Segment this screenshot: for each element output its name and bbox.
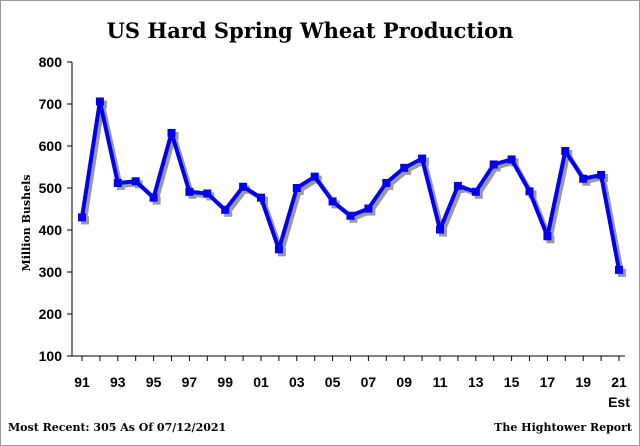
series-production: [78, 97, 623, 274]
data-point: [489, 160, 498, 169]
x-tick-label: 07: [361, 374, 377, 390]
data-point: [185, 187, 194, 196]
x-tick-label: 21: [611, 374, 627, 390]
data-point: [239, 182, 248, 191]
data-point: [78, 213, 86, 222]
data-point: [364, 204, 373, 213]
data-point: [400, 163, 409, 172]
y-axis-label: Million Bushels: [20, 175, 33, 272]
y-tick-label: 100: [39, 348, 63, 364]
series-shadow-line: [83, 102, 624, 274]
footer-most-recent: Most Recent: 305 As Of 07/12/2021: [8, 421, 226, 434]
data-point: [597, 170, 606, 179]
data-point: [436, 225, 444, 234]
data-point: [615, 265, 623, 274]
data-point: [167, 128, 176, 137]
data-point: [561, 147, 570, 156]
x-tick-label-est: Est: [608, 394, 630, 410]
x-tick-label: 17: [540, 374, 556, 390]
data-point: [257, 193, 265, 202]
footer-source: The Hightower Report: [494, 421, 633, 434]
y-tick-label: 600: [39, 138, 63, 154]
x-tick-label: 19: [575, 374, 591, 390]
data-point: [453, 181, 462, 190]
x-tick-label: 09: [396, 374, 412, 390]
y-tick-label: 300: [39, 264, 63, 280]
data-point: [274, 245, 283, 254]
y-tick-label: 500: [39, 180, 63, 196]
data-point: [471, 187, 480, 196]
x-tick-label: 11: [433, 374, 448, 390]
x-tick-label: 95: [146, 374, 162, 390]
x-tick-label: 01: [253, 374, 269, 390]
x-tick-label: 99: [217, 374, 233, 390]
data-point: [543, 232, 552, 241]
x-tick-label: 15: [504, 374, 520, 390]
data-point: [579, 174, 588, 183]
axes: [71, 62, 625, 357]
x-tick-label: 97: [182, 374, 198, 390]
x-axis-ticks: 91 93 95 97 99 01 03 05 07 09 11 13 15 17 19 21 Est: [74, 356, 630, 410]
data-point: [507, 155, 516, 164]
y-tick-label: 400: [39, 222, 63, 238]
chart-title: US Hard Spring Wheat Production: [107, 18, 514, 43]
data-point: [418, 154, 427, 163]
data-point: [292, 184, 301, 192]
y-tick-label: 200: [39, 306, 63, 322]
data-point: [382, 178, 391, 187]
data-point: [95, 97, 104, 106]
data-point: [131, 177, 140, 186]
data-point: [310, 172, 319, 181]
x-tick-label: 03: [289, 374, 305, 390]
data-point: [525, 187, 534, 196]
data-point: [221, 205, 230, 214]
y-axis-ticks: 100 200 300 400 500 600 700 800: [39, 54, 72, 364]
data-point: [328, 197, 337, 206]
data-point: [203, 189, 212, 198]
x-tick-label: 93: [110, 374, 126, 390]
data-point: [346, 211, 355, 220]
x-tick-label: 05: [325, 374, 341, 390]
data-point: [149, 193, 158, 202]
data-point: [113, 178, 122, 187]
series-shadow: [81, 100, 626, 277]
y-tick-label: 700: [39, 96, 63, 112]
x-tick-label: 13: [468, 374, 484, 390]
x-tick-label: 91: [74, 374, 90, 390]
y-tick-label: 800: [39, 54, 63, 70]
